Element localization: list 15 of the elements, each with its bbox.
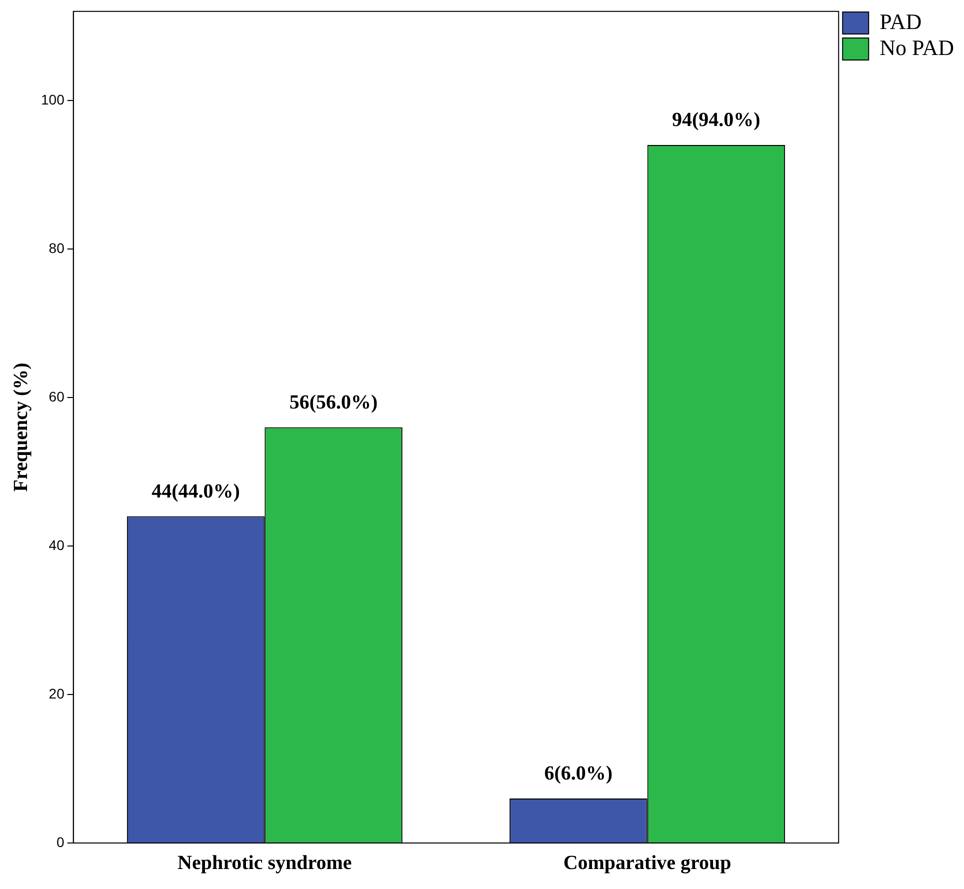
y-tick-label: 20 (48, 685, 65, 702)
x-tick-label: Nephrotic syndrome (178, 852, 352, 874)
data-label: 56(56.0%) (289, 391, 378, 414)
y-tick-label: 0 (56, 834, 65, 850)
y-tick-label: 60 (48, 388, 65, 404)
legend-label: PAD (880, 8, 922, 34)
y-tick-label: 80 (48, 240, 65, 256)
y-tick-label: 40 (48, 536, 65, 553)
data-label: 94(94.0%) (672, 109, 760, 132)
data-label: 6(6.0%) (544, 762, 613, 785)
y-tick-label: 100 (41, 91, 65, 108)
x-tick-label: Comparative group (563, 852, 732, 874)
legend-label: No PAD (880, 34, 954, 60)
y-axis-title: Frequency (%) (10, 362, 32, 492)
data-label: 44(44.0%) (152, 480, 240, 502)
